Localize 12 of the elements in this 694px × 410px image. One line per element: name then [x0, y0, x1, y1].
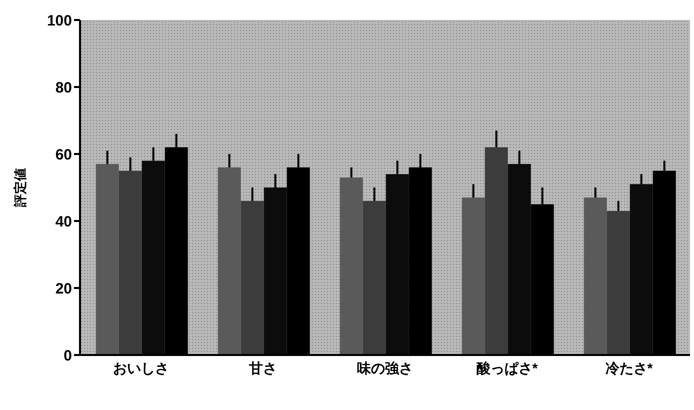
- y-axis-title: 評定値: [12, 168, 28, 208]
- y-tick-label: 0: [64, 347, 72, 364]
- x-tick-label: 味の強さ: [357, 360, 413, 376]
- y-tick-label: 60: [55, 146, 72, 164]
- x-tick-label: 甘さ: [248, 360, 277, 376]
- y-tick-label: 100: [46, 12, 72, 30]
- x-tick-label: 酸っぱさ*: [476, 360, 538, 376]
- x-tick-label: おいしさ: [113, 360, 169, 376]
- y-tick-label: 80: [55, 79, 72, 96]
- y-tick-label: 20: [55, 280, 72, 298]
- x-tick-label: 冷たさ*: [605, 360, 654, 376]
- y-tick-label: 40: [55, 213, 72, 230]
